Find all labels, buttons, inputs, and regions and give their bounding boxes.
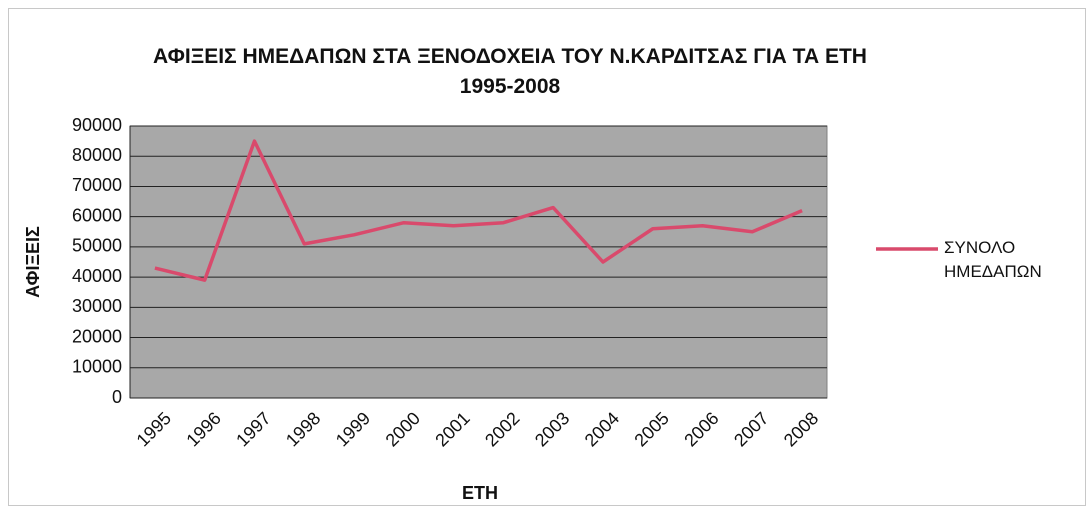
y-tick-label: 70000	[72, 175, 122, 195]
chart-border	[8, 8, 1086, 506]
x-tick-label: 2002	[481, 408, 523, 450]
x-tick-label: 2005	[630, 408, 672, 450]
x-tick-label: 1997	[232, 408, 274, 450]
x-axis-label: ΕΤΗ	[462, 483, 498, 503]
series-line	[154, 139, 803, 282]
y-tick-label: 50000	[72, 236, 122, 256]
x-tick-label: 1999	[332, 408, 374, 450]
x-tick-label: 2001	[431, 408, 473, 450]
y-tick-label: 10000	[72, 357, 122, 377]
legend-label: ΣΥΝΟΛΟ ΗΜΕΔΑΠΩΝ	[944, 238, 1042, 281]
x-tick-label: 2000	[382, 408, 424, 450]
x-tick-label: 1996	[182, 408, 224, 450]
x-tick-label: 2003	[531, 408, 573, 450]
y-tick-label: 30000	[72, 296, 122, 316]
y-axis-label: ΑΦΙΞΕΙΣ	[23, 226, 43, 298]
x-tick-label: 1995	[133, 408, 175, 450]
x-tick-label: 1998	[282, 408, 324, 450]
x-tick-label: 2008	[780, 408, 822, 450]
chart-title: ΑΦΙΞΕΙΣ ΗΜΕΔΑΠΩΝ ΣΤΑ ΞΕΝΟΔΟΧΕΙΑ ΤΟΥ Ν.ΚΑ…	[153, 45, 867, 98]
y-tick-label: 0	[112, 387, 122, 407]
y-tick-label: 80000	[72, 145, 122, 165]
x-tick-label: 2007	[730, 408, 772, 450]
plot-area	[129, 125, 828, 399]
y-tick-label: 40000	[72, 266, 122, 286]
y-tick-label: 60000	[72, 205, 122, 225]
x-tick-label: 2004	[581, 408, 623, 450]
x-tick-label: 2006	[680, 408, 722, 450]
y-tick-label: 90000	[72, 115, 122, 135]
y-tick-label: 20000	[72, 326, 122, 346]
